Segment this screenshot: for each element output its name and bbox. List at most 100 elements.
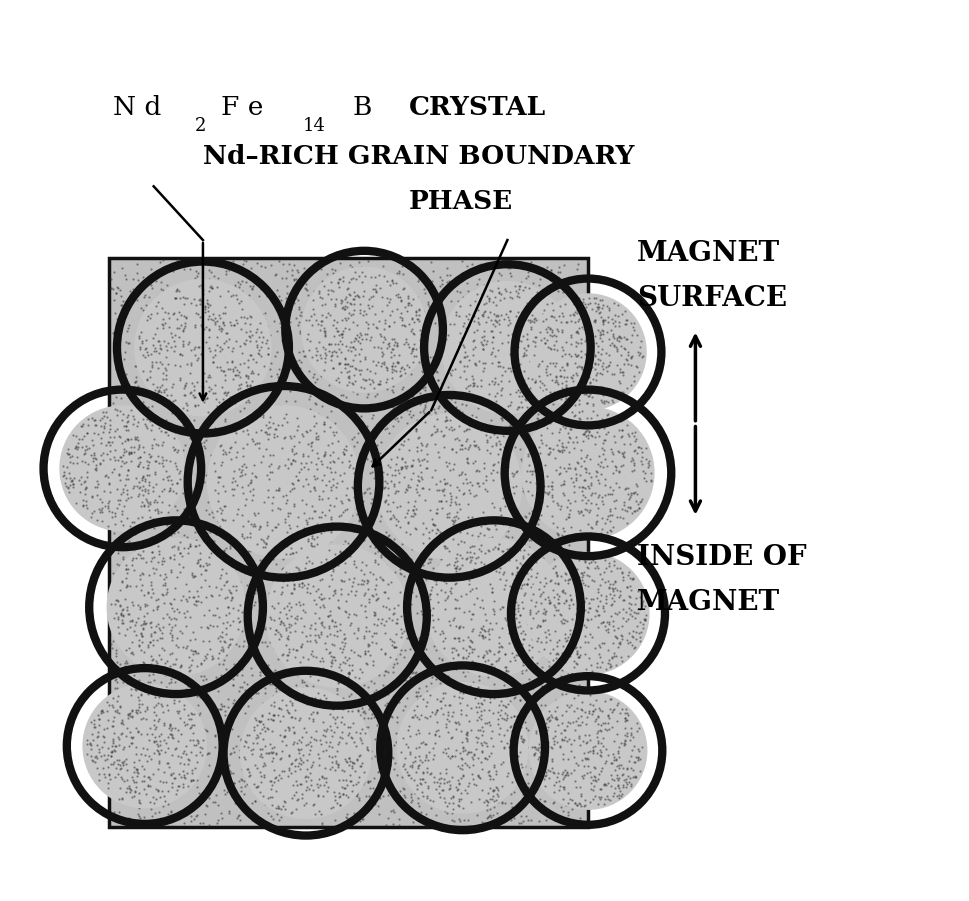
Point — [469, 590, 484, 605]
Point — [625, 730, 641, 744]
Point — [284, 527, 299, 542]
Point — [422, 543, 438, 558]
Point — [377, 313, 392, 327]
Point — [388, 640, 403, 654]
Point — [564, 666, 579, 680]
Point — [464, 514, 480, 529]
Point — [269, 432, 285, 447]
Point — [269, 573, 285, 587]
Point — [580, 466, 596, 480]
Point — [469, 510, 484, 524]
Point — [314, 472, 329, 487]
Point — [436, 593, 452, 607]
Point — [394, 282, 410, 296]
Point — [556, 724, 572, 739]
Point — [97, 484, 112, 498]
Point — [346, 466, 361, 480]
Point — [224, 259, 239, 273]
Point — [281, 716, 297, 731]
Point — [389, 633, 404, 648]
Point — [313, 527, 328, 542]
Point — [130, 490, 145, 505]
Point — [231, 625, 246, 640]
Point — [303, 778, 319, 793]
Point — [334, 657, 350, 671]
Point — [141, 586, 156, 600]
Point — [460, 776, 476, 790]
Point — [550, 653, 566, 668]
Point — [629, 503, 644, 517]
Point — [149, 557, 165, 571]
Point — [133, 796, 148, 810]
Point — [491, 537, 507, 551]
Point — [421, 744, 436, 759]
Point — [332, 573, 348, 587]
Point — [546, 582, 561, 596]
Point — [403, 568, 419, 582]
Point — [604, 650, 619, 664]
Point — [161, 498, 176, 513]
Point — [332, 511, 348, 525]
Point — [538, 368, 553, 382]
Point — [229, 739, 244, 753]
Point — [516, 632, 531, 646]
Point — [399, 768, 415, 782]
Point — [555, 341, 571, 355]
Point — [542, 633, 557, 647]
Point — [231, 638, 246, 652]
Point — [85, 451, 101, 466]
Point — [532, 428, 547, 442]
Point — [324, 573, 339, 587]
Point — [159, 487, 174, 502]
Point — [591, 299, 607, 314]
Point — [491, 721, 507, 735]
Point — [560, 274, 576, 288]
Point — [526, 421, 542, 435]
Point — [460, 664, 476, 678]
Point — [213, 323, 229, 338]
Point — [563, 802, 578, 816]
Point — [579, 516, 595, 531]
Point — [163, 528, 178, 542]
Point — [241, 765, 257, 779]
Point — [223, 448, 238, 462]
Point — [547, 359, 562, 373]
Point — [510, 383, 525, 397]
Point — [244, 282, 260, 296]
Point — [170, 610, 185, 624]
Point — [506, 573, 521, 587]
Point — [482, 305, 497, 319]
Point — [563, 397, 578, 412]
Point — [495, 544, 511, 559]
Point — [483, 413, 498, 427]
Point — [584, 397, 600, 412]
Point — [278, 638, 294, 652]
Point — [314, 314, 329, 329]
Point — [395, 702, 411, 716]
Point — [455, 594, 471, 608]
Point — [528, 620, 544, 634]
Point — [246, 741, 262, 755]
Point — [303, 706, 319, 721]
Point — [484, 586, 500, 600]
Point — [422, 793, 438, 807]
Point — [297, 592, 313, 606]
Point — [111, 533, 127, 548]
Point — [102, 430, 117, 444]
Point — [524, 314, 540, 329]
Point — [418, 757, 433, 771]
Point — [159, 366, 174, 380]
Point — [576, 473, 591, 487]
Point — [112, 430, 128, 444]
Point — [549, 713, 565, 727]
Point — [143, 457, 159, 471]
Point — [445, 514, 460, 528]
Point — [327, 615, 342, 630]
Point — [498, 391, 514, 405]
Point — [423, 540, 439, 554]
Point — [231, 333, 246, 348]
Point — [221, 606, 236, 621]
Point — [470, 696, 485, 710]
Point — [487, 776, 503, 790]
Point — [438, 716, 453, 731]
